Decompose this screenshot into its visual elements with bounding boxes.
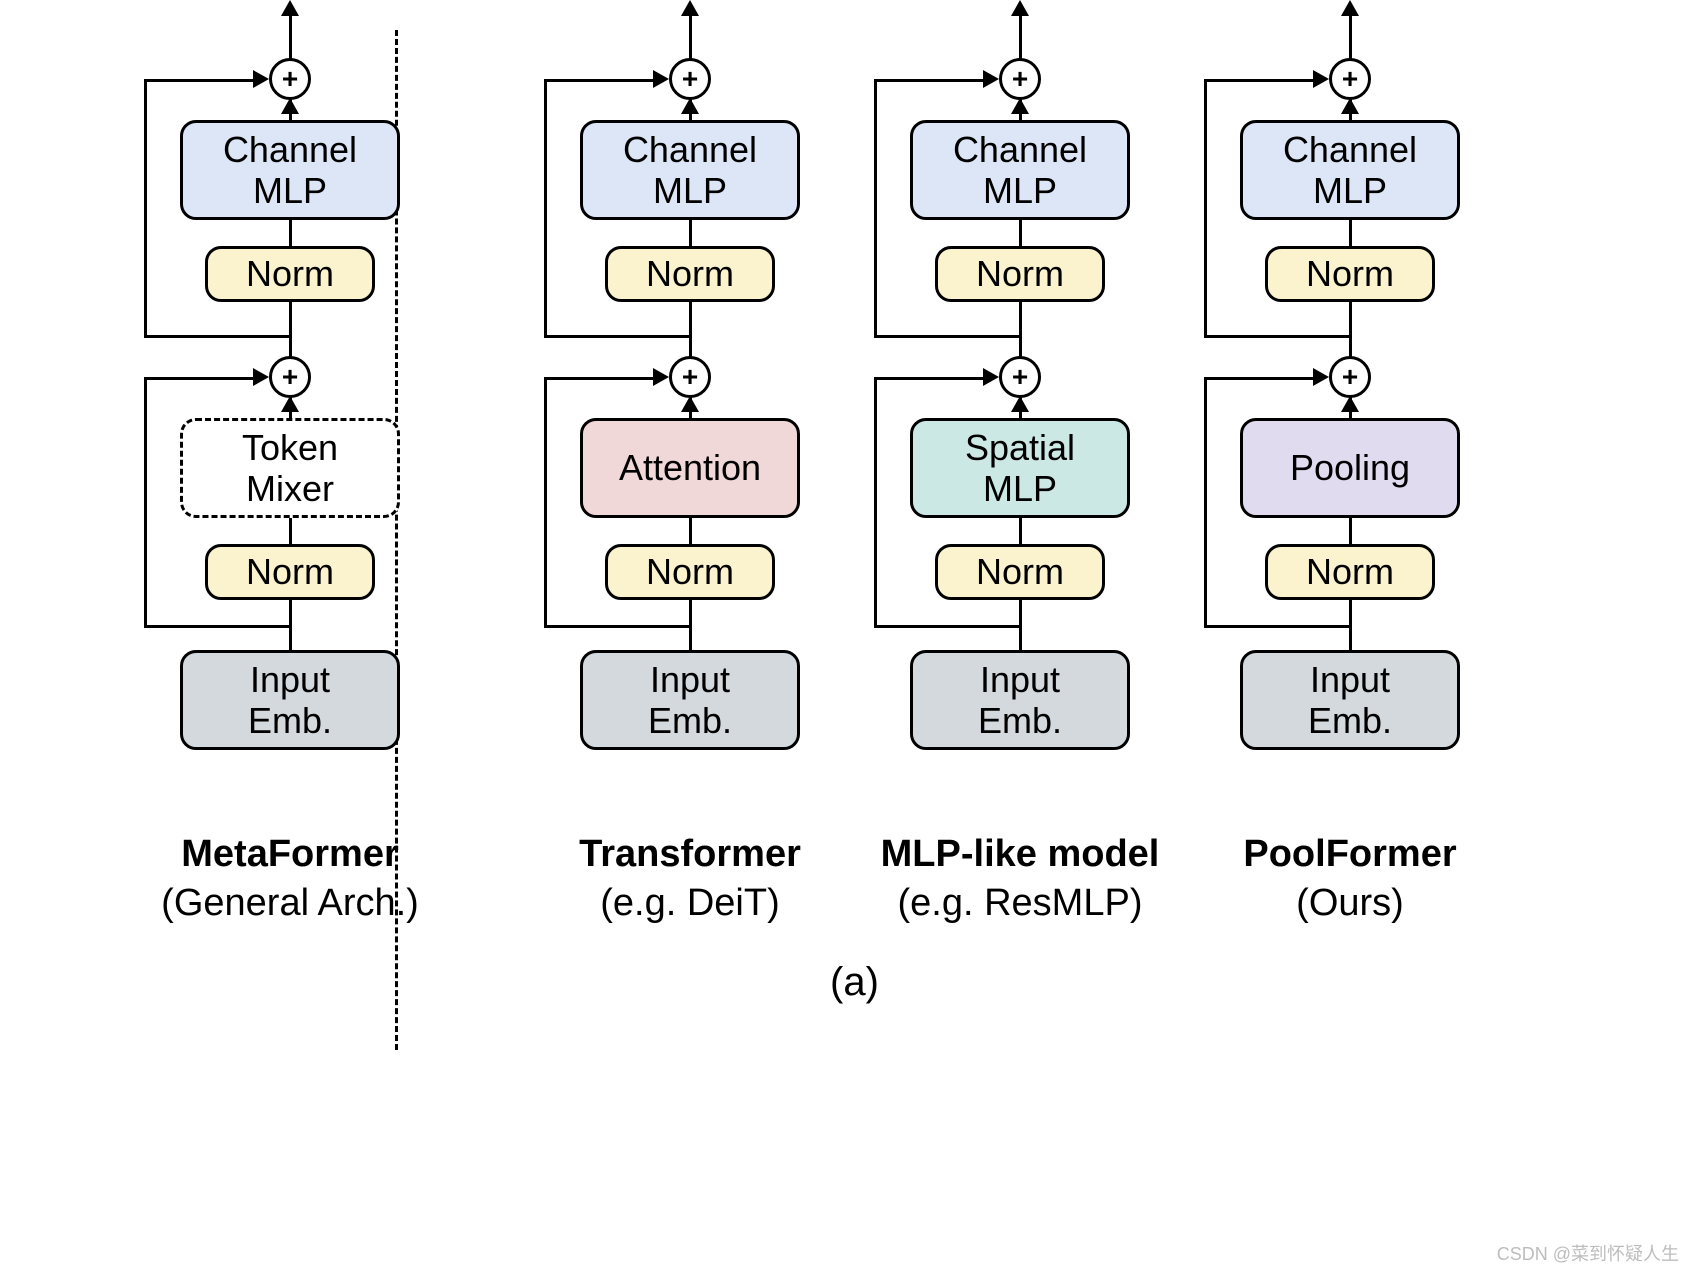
norm-block-upper: Norm xyxy=(1265,246,1435,302)
residual-add-mid: + xyxy=(1329,356,1371,398)
column-caption: MLP-like model(e.g. ResMLP) xyxy=(840,830,1200,929)
arrow-into-plus-mid xyxy=(681,396,699,412)
norm-block-lower: Norm xyxy=(605,544,775,600)
skip-lower-h2 xyxy=(874,377,987,380)
residual-add-top: + xyxy=(269,58,311,100)
skip-upper-h1 xyxy=(1204,335,1350,338)
input-embedding-block: Input Emb. xyxy=(580,650,800,750)
caption-title: Transformer xyxy=(579,833,801,875)
norm-block-lower: Norm xyxy=(205,544,375,600)
residual-add-top: + xyxy=(669,58,711,100)
watermark-text: CSDN @菜到怀疑人生 xyxy=(1497,1240,1679,1266)
input-embedding-block: Input Emb. xyxy=(1240,650,1460,750)
column-caption: MetaFormer(General Arch.) xyxy=(110,830,470,929)
caption-subtitle: (General Arch.) xyxy=(110,879,470,928)
caption-subtitle: (e.g. ResMLP) xyxy=(840,879,1200,928)
skip-upper-h2 xyxy=(1204,79,1317,82)
skip-lower-arrow xyxy=(253,368,269,386)
caption-title: PoolFormer xyxy=(1243,833,1456,875)
skip-lower-v xyxy=(1204,377,1207,625)
token-mixer-block: Pooling xyxy=(1240,418,1460,518)
arrow-into-plus-top xyxy=(1011,98,1029,114)
skip-lower-h2 xyxy=(544,377,657,380)
figure-label: (a) xyxy=(830,960,879,1005)
skip-lower-h1 xyxy=(1204,625,1350,628)
arrow-into-plus-mid xyxy=(1011,396,1029,412)
caption-title: MLP-like model xyxy=(881,833,1160,875)
input-embedding-block: Input Emb. xyxy=(180,650,400,750)
skip-upper-v xyxy=(874,79,877,335)
skip-upper-arrow xyxy=(253,70,269,88)
skip-upper-h2 xyxy=(874,79,987,82)
skip-lower-v xyxy=(874,377,877,625)
output-arrow xyxy=(1011,0,1029,16)
norm-block-upper: Norm xyxy=(605,246,775,302)
diagram-canvas: + Channel MLP Norm + Token Mixer Norm Input Em… xyxy=(0,0,1699,1278)
residual-add-mid: + xyxy=(999,356,1041,398)
norm-block-lower: Norm xyxy=(935,544,1105,600)
channel-mlp-block: Channel MLP xyxy=(580,120,800,220)
skip-lower-h2 xyxy=(144,377,257,380)
skip-upper-arrow xyxy=(1313,70,1329,88)
skip-lower-arrow xyxy=(983,368,999,386)
output-arrow xyxy=(681,0,699,16)
token-mixer-block: Token Mixer xyxy=(180,418,400,518)
token-mixer-block: Spatial MLP xyxy=(910,418,1130,518)
norm-block-upper: Norm xyxy=(205,246,375,302)
skip-lower-h2 xyxy=(1204,377,1317,380)
output-arrow xyxy=(281,0,299,16)
arrow-into-plus-mid xyxy=(1341,396,1359,412)
skip-upper-h1 xyxy=(144,335,290,338)
skip-lower-arrow xyxy=(1313,368,1329,386)
arrow-into-plus-top xyxy=(681,98,699,114)
skip-lower-h1 xyxy=(874,625,1020,628)
skip-upper-h2 xyxy=(144,79,257,82)
skip-upper-v xyxy=(1204,79,1207,335)
skip-upper-h1 xyxy=(544,335,690,338)
caption-title: MetaFormer xyxy=(181,833,399,875)
channel-mlp-block: Channel MLP xyxy=(1240,120,1460,220)
channel-mlp-block: Channel MLP xyxy=(910,120,1130,220)
caption-subtitle: (e.g. DeiT) xyxy=(510,879,870,928)
norm-block-lower: Norm xyxy=(1265,544,1435,600)
skip-upper-h2 xyxy=(544,79,657,82)
residual-add-top: + xyxy=(1329,58,1371,100)
skip-upper-arrow xyxy=(653,70,669,88)
residual-add-mid: + xyxy=(669,356,711,398)
skip-lower-v xyxy=(544,377,547,625)
skip-lower-v xyxy=(144,377,147,625)
residual-add-mid: + xyxy=(269,356,311,398)
arrow-into-plus-top xyxy=(1341,98,1359,114)
skip-upper-arrow xyxy=(983,70,999,88)
input-embedding-block: Input Emb. xyxy=(910,650,1130,750)
column-caption: PoolFormer(Ours) xyxy=(1170,830,1530,929)
skip-upper-v xyxy=(144,79,147,335)
skip-lower-h1 xyxy=(544,625,690,628)
residual-add-top: + xyxy=(999,58,1041,100)
skip-upper-h1 xyxy=(874,335,1020,338)
arrow-into-plus-mid xyxy=(281,396,299,412)
norm-block-upper: Norm xyxy=(935,246,1105,302)
token-mixer-block: Attention xyxy=(580,418,800,518)
skip-lower-arrow xyxy=(653,368,669,386)
arrow-into-plus-top xyxy=(281,98,299,114)
caption-subtitle: (Ours) xyxy=(1170,879,1530,928)
skip-upper-v xyxy=(544,79,547,335)
skip-lower-h1 xyxy=(144,625,290,628)
channel-mlp-block: Channel MLP xyxy=(180,120,400,220)
column-caption: Transformer(e.g. DeiT) xyxy=(510,830,870,929)
output-arrow xyxy=(1341,0,1359,16)
